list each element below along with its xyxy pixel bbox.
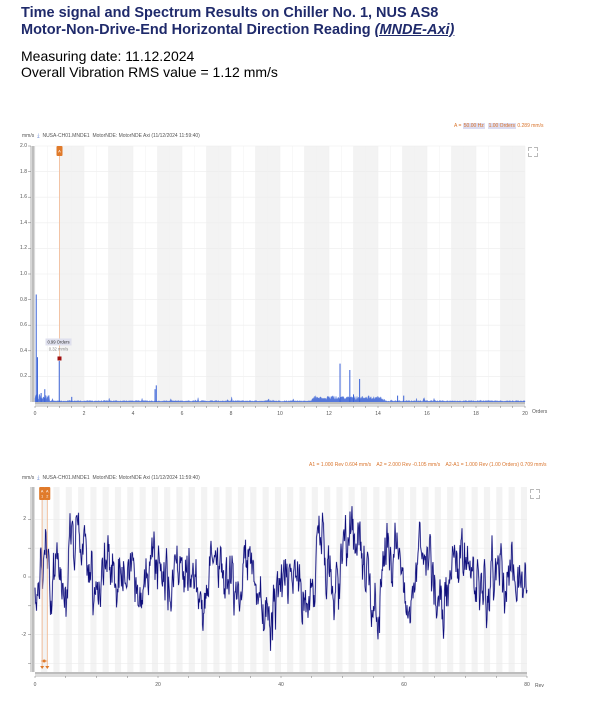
spectrum-y-tick: 0.4 xyxy=(20,347,27,354)
spectrum-x-tick: 6 xyxy=(180,411,184,417)
spectrum-x-tick: 16 xyxy=(424,411,430,417)
spectrum-header: mm/s ⤓ NUSA-CH01.MNDE1 MotorNDE: MotorNDE … xyxy=(22,133,200,139)
spectrum-y-tick: 0.6 xyxy=(20,322,27,329)
spectrum-y-tick: 2.0 xyxy=(20,143,27,149)
spectrum-x-tick: 2 xyxy=(82,411,86,417)
spectrum-fullscreen-icon[interactable] xyxy=(528,147,538,157)
overall-rms: Overall Vibration RMS value = 1.12 mm/s xyxy=(21,63,278,80)
spectrum-x-tick: 4 xyxy=(131,411,135,417)
spectrum-y-tick: 0.2 xyxy=(20,373,27,380)
spectrum-x-tick: 10 xyxy=(277,411,283,417)
waveform-x-tick: 80 xyxy=(524,682,530,688)
spectrum-y-tick: 1.8 xyxy=(20,168,27,175)
waveform-x-tick: 0 xyxy=(33,682,37,688)
waveform-x-tick: 40 xyxy=(278,682,284,688)
spectrum-cursor-readout: A = 50.00 Hz 1.00 Orders 0.289 mm/s xyxy=(454,123,544,129)
spectrum-x-tick: 0 xyxy=(33,411,37,417)
spectrum-x-tick: 12 xyxy=(326,411,332,417)
spectrum-y-tick: 1.4 xyxy=(20,219,27,226)
spectrum-x-tick: 20 xyxy=(522,411,528,417)
spectrum-y-tick: 1.6 xyxy=(20,194,27,201)
download-icon[interactable]: ⤓ xyxy=(37,475,40,481)
waveform-x-tick: 60 xyxy=(401,682,407,688)
report-meta: Measuring date: 11.12.2024 Overall Vibra… xyxy=(21,48,278,80)
spectrum-x-unit: Orders xyxy=(532,409,548,415)
download-icon[interactable]: ⤓ xyxy=(37,133,40,139)
svg-text:0.32 mm/s: 0.32 mm/s xyxy=(49,346,69,351)
title-line-2: Motor-Non-Drive-End Horizontal Direction… xyxy=(21,21,455,38)
spectrum-y-tick: 0.8 xyxy=(20,296,27,303)
spectrum-y-tick: 1.0 xyxy=(20,271,27,277)
spectrum-x-tick: 18 xyxy=(473,411,479,417)
measuring-date: Measuring date: 11.12.2024 xyxy=(21,48,195,64)
waveform-header: mm/s ⤓ NUSA-CH01.MNDE1 MotorNDE: MotorNDE … xyxy=(22,475,200,481)
waveform-fullscreen-icon[interactable] xyxy=(530,489,540,499)
svg-text:2: 2 xyxy=(46,495,48,499)
svg-text:0.99 Orders: 0.99 Orders xyxy=(47,339,69,344)
svg-text:A: A xyxy=(46,490,49,494)
report-title: Time signal and Spectrum Results on Chil… xyxy=(21,5,454,38)
svg-text:A: A xyxy=(41,490,44,494)
waveform-cursor-readout: A1 = 1.000 Rev 0.604 mm/s A2 = 2.000 Rev… xyxy=(309,462,547,468)
mnde-axi-link[interactable]: (MNDE-Axi) xyxy=(374,21,455,38)
waveform-y-tick: 2 xyxy=(23,516,26,523)
svg-text:A: A xyxy=(58,149,61,154)
spectrum-y-tick: 1.2 xyxy=(20,245,27,252)
spectrum-x-tick: 14 xyxy=(375,411,381,417)
waveform-x-tick: 20 xyxy=(155,682,161,688)
waveform-y-tick: -2 xyxy=(21,631,26,638)
spectrum-x-tick: 8 xyxy=(229,411,233,417)
waveform-y-tick: 0 xyxy=(23,574,26,580)
waveform-x-unit: Rev xyxy=(535,683,544,689)
svg-text:1: 1 xyxy=(41,495,43,499)
title-line-1: Time signal and Spectrum Results on Chil… xyxy=(21,5,439,21)
